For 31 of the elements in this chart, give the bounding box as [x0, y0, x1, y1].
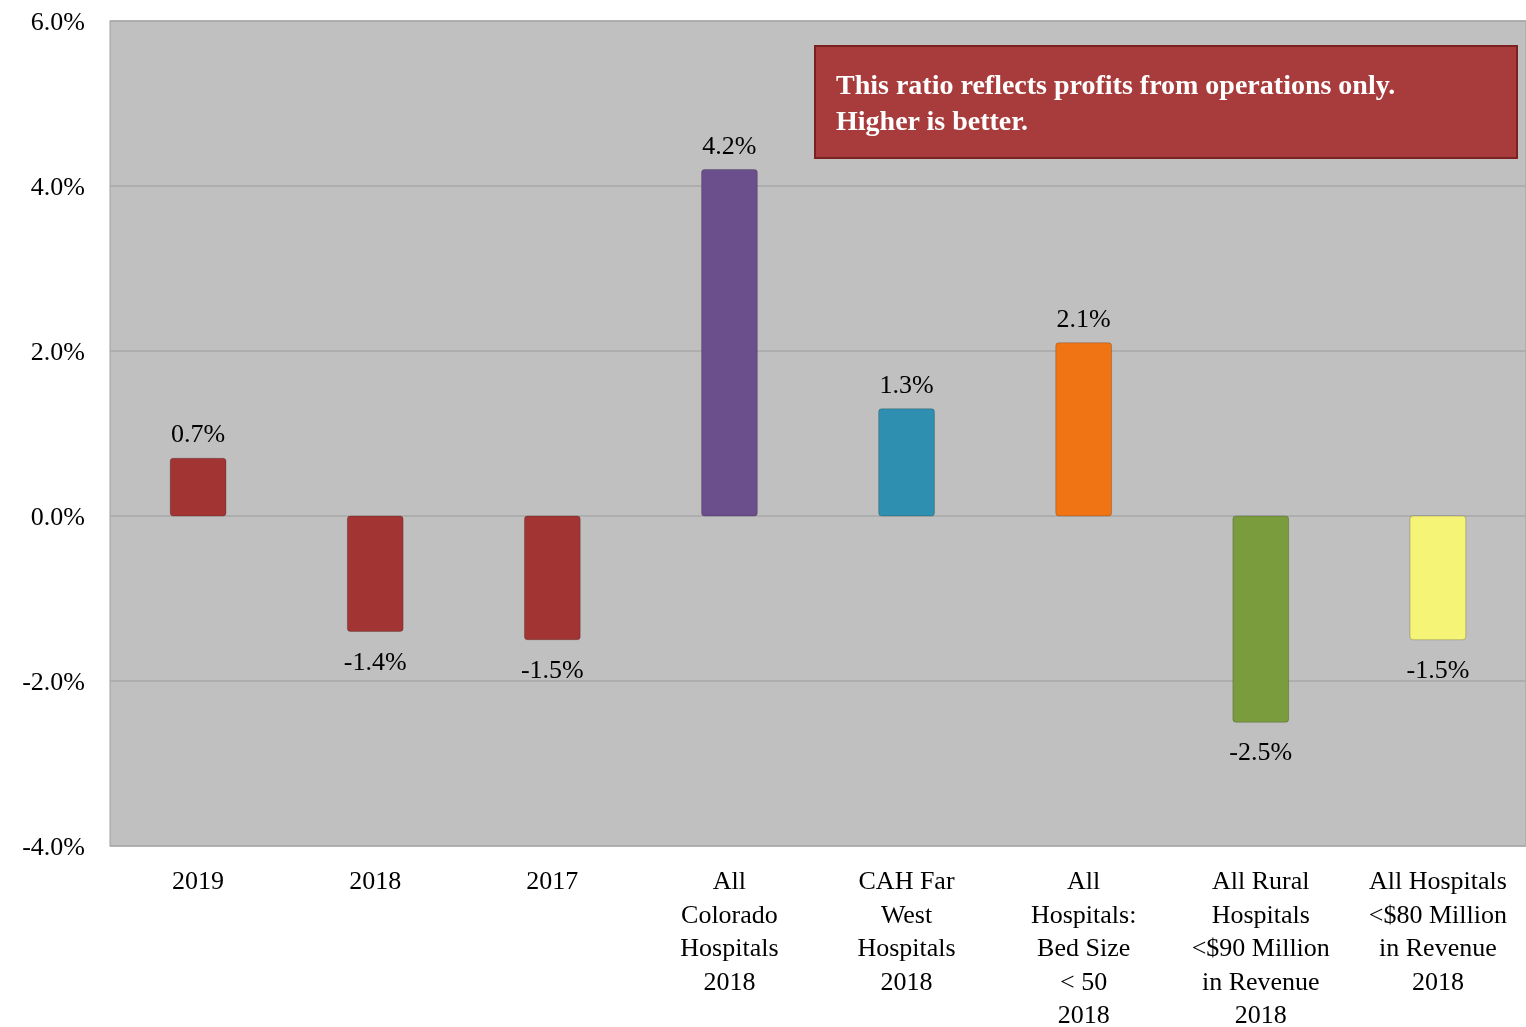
data-label: -2.5% — [1229, 737, 1293, 767]
bar — [346, 515, 404, 632]
x-tick-label: 2018 — [349, 866, 402, 895]
bar — [1409, 515, 1467, 641]
x-tick-label: All Hospitals: Bed Size < 50 2018 — [1030, 866, 1137, 1027]
data-label: 4.2% — [702, 130, 757, 160]
bar — [1232, 515, 1290, 723]
y-tick-label: 6.0% — [30, 7, 85, 37]
data-label: -1.5% — [520, 654, 584, 684]
bar — [1055, 342, 1113, 517]
y-tick-label: -4.0% — [22, 832, 85, 862]
x-tick-label: CAH Far West Hospitals 2018 — [857, 866, 956, 996]
bar — [701, 169, 758, 517]
y-tick-label: 4.0% — [30, 172, 85, 202]
bar — [878, 408, 935, 517]
annotation: This ratio reflects profits from operations only. Higher is better. — [836, 69, 1396, 136]
x-tick-label: All Colorado Hospitals 2018 — [680, 866, 779, 996]
y-tick-label: 0.0% — [30, 502, 85, 532]
bar — [523, 515, 581, 641]
bar — [169, 457, 227, 517]
data-label: 1.3% — [879, 369, 934, 399]
data-label: 0.7% — [171, 419, 226, 449]
data-label: -1.4% — [343, 646, 407, 676]
data-label: 2.1% — [1056, 303, 1111, 333]
x-tick-label: 2019 — [172, 866, 225, 895]
y-tick-label: 2.0% — [30, 337, 85, 367]
data-label: -1.5% — [1406, 654, 1470, 684]
y-tick-label: -2.0% — [22, 667, 85, 697]
x-tick-label: 2017 — [526, 866, 579, 895]
x-tick-label: All Rural Hospitals <$90 Million in Revenue 2018 — [1191, 866, 1330, 1027]
x-tick-label: All Hospitals <$80 Million in Revenue 2018 — [1368, 866, 1507, 996]
